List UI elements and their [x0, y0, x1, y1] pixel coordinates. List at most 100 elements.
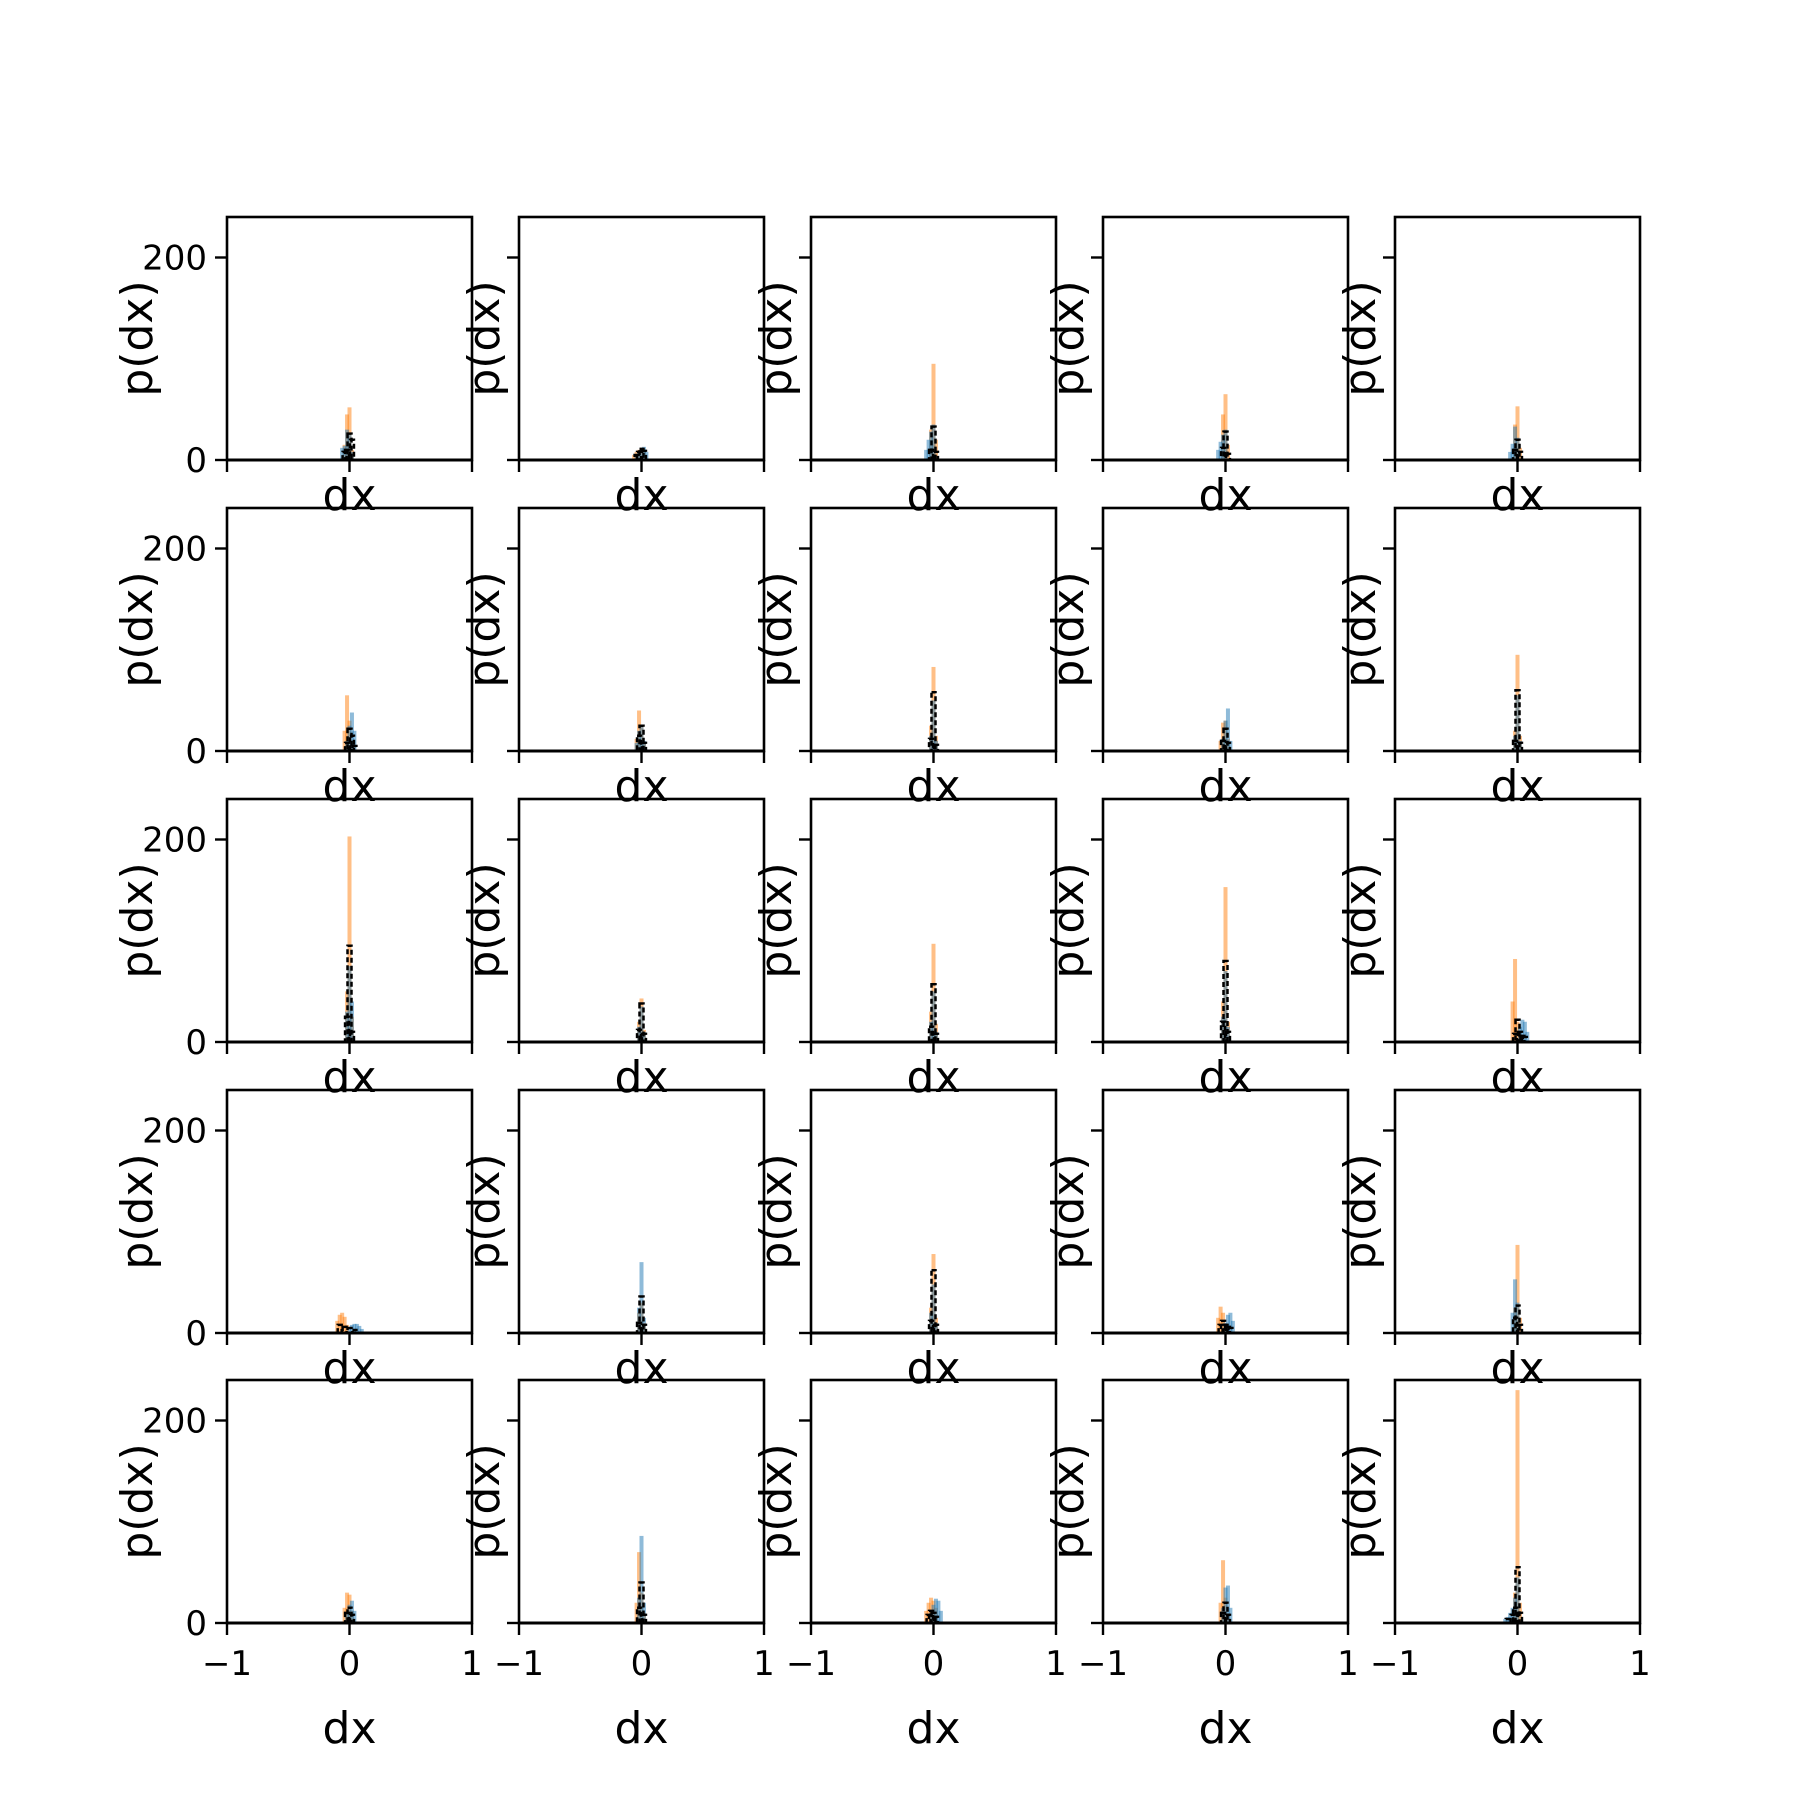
x-axis-label: dx [323, 470, 377, 521]
y-tick-label: 0 [185, 1604, 207, 1644]
blue-histogram-bar [354, 1323, 359, 1333]
blue-histogram-bar [929, 1612, 934, 1624]
blue-histogram-bar [1513, 1279, 1518, 1333]
x-axis-label: dx [615, 470, 669, 521]
axes-frame [517, 506, 766, 753]
blue-histogram-bar [352, 1610, 357, 1623]
blue-histogram-bar [1223, 429, 1228, 461]
x-axis-label: dx [1491, 1343, 1545, 1394]
black-histogram-bar [1511, 1032, 1519, 1044]
blue-histogram-bar [1515, 695, 1520, 751]
y-axis-label: p(dx) [1043, 571, 1094, 687]
x-axis-label: dx [907, 1052, 961, 1103]
x-tick-label: 1 [1629, 1644, 1651, 1684]
x-tick-label: 1 [1045, 1644, 1067, 1684]
x-axis-label: dx [1491, 761, 1545, 812]
x-axis-label: dx [907, 470, 961, 521]
x-tick-label: 0 [1507, 1644, 1529, 1684]
subplot-r0-c2: dx p(dx) [751, 215, 1058, 521]
y-axis-label: p(dx) [1335, 1443, 1386, 1559]
y-axis-label: p(dx) [1043, 1443, 1094, 1559]
subplot-r4-c4: −1 0 1 dx p(dx) [1335, 1378, 1651, 1754]
blue-histogram-bar [347, 1327, 352, 1333]
y-axis-label: p(dx) [1043, 280, 1094, 396]
subplot-r4-c3: −1 0 1 dx p(dx) [1043, 1378, 1359, 1754]
subplot-r3-c4: dx p(dx) [1335, 1088, 1642, 1394]
blue-histogram-bar [1221, 1016, 1226, 1042]
x-tick-label: −1 [786, 1644, 836, 1684]
y-axis-label: p(dx) [1335, 280, 1386, 396]
orange-histogram-bar [1221, 1560, 1226, 1623]
x-tick-label: −1 [202, 1644, 252, 1684]
y-axis-label: p(dx) [459, 571, 510, 687]
subplot-r2-c0: 0 200 dx p(dx) [112, 797, 474, 1103]
y-axis-label: p(dx) [112, 571, 163, 687]
blue-histogram-bar [349, 1324, 354, 1333]
blue-histogram-bar [349, 712, 354, 751]
black-histogram-bar [930, 425, 937, 462]
black-histogram-bar [1224, 1613, 1232, 1625]
orange-histogram-bar [1221, 1312, 1226, 1333]
x-axis-label: dx [323, 1343, 377, 1394]
y-axis-label: p(dx) [459, 1153, 510, 1269]
blue-histogram-bar [931, 424, 936, 460]
orange-histogram-bar [1223, 887, 1228, 1042]
orange-histogram-bar [347, 836, 352, 1042]
subplot-r4-c1: −1 0 1 dx p(dx) [459, 1378, 775, 1754]
x-axis-label: dx [907, 1343, 961, 1394]
subplot-r2-c1: dx p(dx) [459, 797, 766, 1103]
black-histogram-bar [1222, 959, 1229, 1044]
x-axis-label: dx [323, 1703, 377, 1754]
orange-histogram-bar [342, 730, 347, 751]
blue-histogram-bar [1225, 1026, 1230, 1042]
subplot-r0-c3: dx p(dx) [1043, 215, 1350, 521]
blue-histogram-bar [349, 1001, 354, 1042]
blue-histogram-bar [933, 1322, 938, 1334]
x-axis-label: dx [323, 1052, 377, 1103]
blue-histogram-bar [1225, 1585, 1230, 1623]
x-tick-label: 0 [339, 1644, 361, 1684]
subplot-r2-c3: dx p(dx) [1043, 797, 1350, 1103]
y-tick-label: 0 [185, 732, 207, 772]
blue-histogram-bar [1225, 708, 1230, 751]
orange-histogram-bar [632, 454, 637, 460]
subplot-r1-c3: dx p(dx) [1043, 506, 1350, 812]
blue-histogram-bar [1218, 441, 1223, 460]
y-axis-label: p(dx) [459, 280, 510, 396]
blue-histogram-bar [931, 700, 936, 752]
orange-histogram-bar [926, 1602, 931, 1623]
black-histogram-bar [638, 1581, 645, 1625]
x-axis-label: dx [1199, 1052, 1253, 1103]
x-tick-label: 1 [461, 1644, 483, 1684]
subplot-r2-c2: dx p(dx) [751, 797, 1058, 1103]
y-axis-label: p(dx) [459, 862, 510, 978]
black-histogram-bar [640, 1032, 648, 1044]
x-axis-label: dx [907, 761, 961, 812]
orange-histogram-bar [1515, 406, 1520, 460]
orange-histogram-bar [924, 1610, 929, 1623]
blue-histogram-bar [637, 1026, 642, 1042]
blue-histogram-bar [938, 1610, 943, 1623]
axes-frame [1101, 1088, 1350, 1335]
black-histogram-bar [932, 1032, 940, 1044]
y-tick-label: 200 [142, 821, 207, 861]
orange-histogram-bar [345, 695, 350, 751]
x-axis-label: dx [1491, 1052, 1545, 1103]
x-axis-label: dx [1199, 1343, 1253, 1394]
axes-frame [225, 506, 474, 753]
orange-histogram-bar [342, 1316, 347, 1333]
blue-histogram-bar [1522, 1021, 1527, 1042]
y-axis-label: p(dx) [112, 862, 163, 978]
y-tick-label: 200 [142, 530, 207, 570]
blue-histogram-bar [1515, 1577, 1520, 1623]
blue-histogram-bar [931, 1284, 936, 1333]
x-axis-label: dx [615, 761, 669, 812]
black-histogram-bar [930, 983, 937, 1044]
blue-histogram-bar [1223, 1587, 1228, 1623]
black-histogram-bar [1514, 1566, 1521, 1625]
x-axis-label: dx [1199, 1703, 1253, 1754]
y-axis-label: p(dx) [459, 1443, 510, 1559]
orange-histogram-bar [335, 1320, 340, 1333]
y-axis-label: p(dx) [751, 280, 802, 396]
